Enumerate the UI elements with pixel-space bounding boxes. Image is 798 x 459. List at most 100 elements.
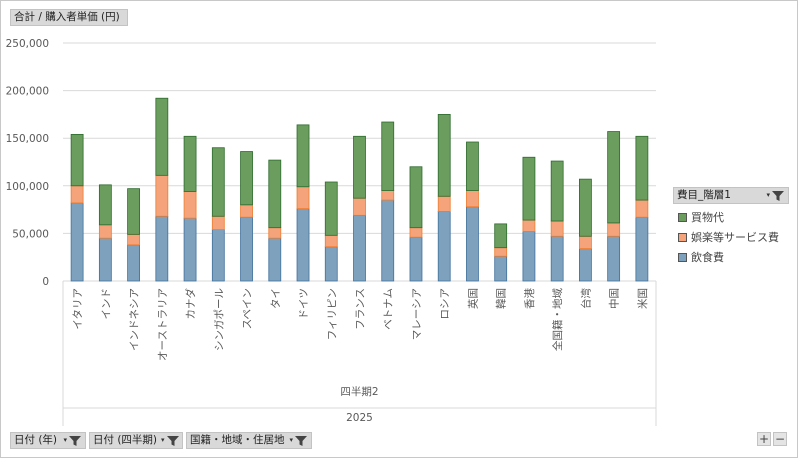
filter-dropdown-icon[interactable]: ▾ [161, 432, 180, 449]
bar-segment [437, 195, 451, 212]
bar-segment [240, 204, 253, 218]
bar-segment [409, 236, 423, 282]
bar-segment [155, 174, 169, 217]
bar-segment [635, 135, 649, 201]
bar-segment [494, 247, 508, 257]
y-tick-label: 50,000 [12, 228, 49, 240]
bar-segment [183, 135, 197, 192]
legend: 費目_階層1 ▾ 買物代娯楽等サービス費 飲食費 [673, 187, 789, 264]
zoom-in-button[interactable]: + [757, 432, 771, 446]
bar-segment [466, 190, 479, 208]
bar-segment [381, 190, 395, 201]
bar-segment [268, 159, 282, 229]
x-tick-label: インドネシア [129, 288, 141, 351]
filter-dropdown-icon[interactable]: ▾ [63, 432, 82, 449]
bar-segment [127, 244, 140, 282]
bar-segment [522, 219, 536, 232]
bar-segment [296, 124, 310, 188]
legend-items: 買物代娯楽等サービス費 飲食費 [673, 210, 789, 264]
filter-dropdown-icon[interactable]: ▾ [766, 187, 785, 204]
bar-segment [607, 222, 621, 237]
bar-segment [607, 235, 621, 282]
bar-segment [635, 199, 649, 218]
y-tick-label: 250,000 [6, 38, 49, 50]
zoom-out-button[interactable]: − [773, 432, 787, 446]
filter-year-label: 日付 (年) [14, 434, 58, 446]
quarter-group-label: 四半期2 [340, 385, 378, 398]
legend-item: 買物代 [673, 210, 789, 224]
filter-year-button[interactable]: 日付 (年) ▾ [10, 432, 86, 449]
bar-segment [240, 216, 253, 282]
bar-segment [466, 206, 479, 282]
legend-label: 買物代 [691, 211, 724, 224]
legend-label: 飲食費 [691, 251, 724, 264]
bar-segment [381, 199, 395, 282]
filter-country-label: 国籍・地域・住居地 [190, 434, 285, 446]
x-tick-label: 香港 [524, 288, 536, 309]
bar-segment [494, 223, 508, 249]
bar-segment [155, 215, 169, 282]
y-tick-label: 150,000 [6, 133, 49, 145]
filter-quarter-button[interactable]: 日付 (四半期) ▾ [89, 432, 183, 449]
bar-segment [268, 237, 282, 282]
bar-segment [98, 224, 112, 239]
x-tick-label: ロシア [439, 288, 451, 320]
x-tick-label: 台湾 [579, 288, 592, 309]
x-tick-label: タイ [270, 288, 282, 309]
bar-segment [324, 181, 338, 236]
filter-quarter-label: 日付 (四半期) [93, 434, 158, 446]
bar-segment [579, 248, 592, 282]
bar-segment [324, 246, 338, 282]
legend-field-button[interactable]: 費目_階層1 ▾ [673, 187, 789, 204]
bar-segment [353, 197, 366, 216]
bar-segment [522, 156, 536, 221]
x-tick-label: イタリア [72, 288, 84, 330]
legend-swatch [678, 252, 687, 262]
legend-swatch [678, 212, 687, 222]
x-tick-label: ベトナム [383, 288, 395, 330]
bar-segment [98, 184, 112, 226]
year-group-label: 2025 [346, 412, 373, 424]
bar-segment [70, 185, 84, 204]
bar-segment [550, 235, 564, 282]
bar-segment [240, 151, 253, 206]
filter-country-button[interactable]: 国籍・地域・住居地 ▾ [186, 432, 312, 449]
filter-dropdown-icon[interactable]: ▾ [289, 432, 308, 449]
legend-swatch [678, 232, 687, 242]
x-tick-label: カナダ [184, 288, 197, 320]
bar-segment [268, 227, 282, 239]
x-tick-label: オーストラリア [157, 288, 169, 361]
bar-segment [437, 114, 451, 197]
x-tick-label: フィリピン [326, 288, 338, 340]
bar-segment [155, 97, 169, 176]
x-tick-label: シンガポール [213, 288, 225, 351]
bar-segment [550, 160, 564, 222]
bar-segment [522, 231, 536, 282]
bar-segment [579, 178, 592, 237]
bar-segment [437, 211, 451, 282]
x-tick-label: 全国籍・地域 [551, 288, 564, 351]
legend-label: 娯楽等サービス費 [691, 231, 779, 244]
bar-segment [70, 202, 84, 282]
legend-field-label: 費目_階層1 [677, 189, 731, 201]
bar-segment [494, 255, 508, 282]
legend-item: 飲食費 [673, 250, 789, 264]
bar-segment [211, 147, 225, 217]
bar-segment [183, 217, 197, 282]
y-tick-label: 100,000 [6, 181, 49, 193]
x-tick-label: インド [100, 288, 112, 320]
bar-segment [353, 135, 366, 199]
x-tick-label: ドイツ [298, 288, 310, 320]
bar-segment [353, 214, 366, 282]
bar-segment [98, 237, 112, 282]
x-tick-label: 英国 [466, 288, 479, 309]
bar-segment [324, 234, 338, 248]
x-tick-label: フランス [355, 288, 367, 330]
value-field-button[interactable]: 合計 / 購入者単価 (円) [10, 9, 128, 26]
x-tick-label: マレーシア [411, 288, 423, 340]
bar-segment [635, 216, 649, 282]
bar-segment [296, 208, 310, 282]
bar-segment [296, 186, 310, 210]
